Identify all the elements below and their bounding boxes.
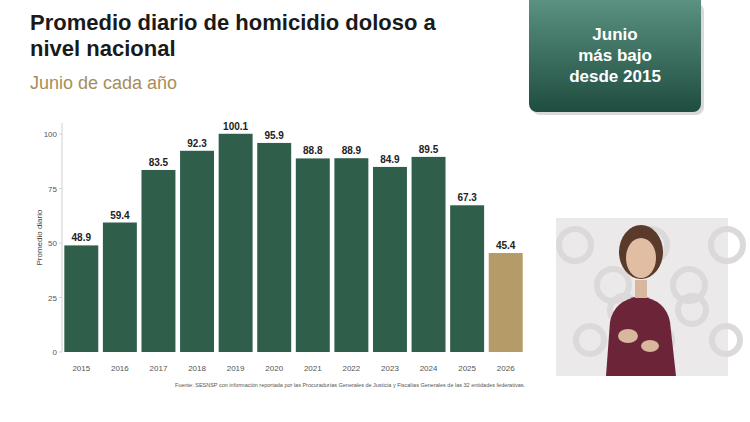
- y-tick: [59, 243, 62, 244]
- x-tick-label: 2019: [227, 364, 245, 373]
- bar: [373, 167, 407, 352]
- y-tick-label: 0: [53, 348, 58, 357]
- x-tick-label: 2018: [188, 364, 206, 373]
- interpreter-panel: [556, 218, 728, 376]
- interpreter-face: [626, 238, 656, 278]
- badge: [529, 0, 701, 112]
- panel-ornament: [712, 326, 740, 354]
- panel-ornament: [711, 229, 743, 261]
- bar: [141, 170, 175, 352]
- data-label: 84.9: [380, 154, 400, 165]
- x-tick-label: 2026: [497, 364, 515, 373]
- data-label: 45.4: [496, 240, 516, 251]
- y-axis-title: Promedio diario: [35, 209, 44, 266]
- y-tick-label: 25: [48, 294, 57, 303]
- data-label: 100.1: [223, 121, 248, 132]
- bar: [257, 143, 291, 352]
- bar: [64, 245, 98, 352]
- data-label: 92.3: [187, 138, 207, 149]
- x-tick-label: 2016: [111, 364, 129, 373]
- badge-text: Junio más bajo desde 2015: [569, 25, 661, 86]
- badge-line: desde 2015: [569, 67, 661, 86]
- interpreter-hand: [618, 329, 638, 343]
- source-note: Fuente: SESNSP con información reportada…: [175, 382, 525, 388]
- y-tick-label: 100: [44, 130, 58, 139]
- y-tick: [59, 134, 62, 135]
- panel-ornament: [559, 229, 591, 261]
- data-label: 83.5: [149, 157, 169, 168]
- bar: [489, 253, 523, 352]
- badge-line: más bajo: [578, 46, 652, 65]
- data-label: 67.3: [457, 192, 477, 203]
- subtitle: Junio de cada año: [30, 73, 177, 93]
- x-tick-label: 2024: [420, 364, 438, 373]
- interpreter-body: [606, 296, 676, 376]
- x-tick-label: 2025: [458, 364, 476, 373]
- bar: [334, 158, 368, 352]
- badge-line: Junio: [592, 25, 637, 44]
- x-tick-label: 2022: [342, 364, 360, 373]
- panel-ornament: [678, 296, 706, 324]
- bars: [64, 134, 522, 352]
- panel-ornament: [576, 326, 604, 354]
- y-tick: [59, 188, 62, 189]
- interpreter-neck: [635, 280, 647, 298]
- y-tick: [59, 352, 62, 353]
- bar: [412, 157, 446, 352]
- data-label: 59.4: [110, 210, 130, 221]
- interpreter-hair: [619, 225, 663, 279]
- y-axis-line: [62, 123, 63, 352]
- title: Promedio diario de homicidio doloso aniv…: [30, 10, 437, 61]
- x-tick-label: 2021: [304, 364, 322, 373]
- bar: [180, 151, 214, 352]
- data-label: 48.9: [72, 232, 92, 243]
- data-label: 88.9: [342, 145, 362, 156]
- bar: [296, 158, 330, 352]
- interpreter-hand: [641, 340, 659, 352]
- x-tick-label: 2015: [72, 364, 90, 373]
- x-tick-label: 2023: [381, 364, 399, 373]
- data-label: 89.5: [419, 144, 439, 155]
- bar: [103, 223, 137, 352]
- y-tick: [59, 297, 62, 298]
- bar: [450, 205, 484, 352]
- data-label: 88.8: [303, 145, 323, 156]
- x-tick-label: 2017: [150, 364, 168, 373]
- y-tick-label: 50: [48, 239, 57, 248]
- chart-canvas: Promedio diario de homicidio doloso aniv…: [0, 0, 750, 422]
- title-line: nivel nacional: [30, 36, 176, 61]
- data-label: 95.9: [264, 130, 284, 141]
- y-tick-label: 75: [48, 185, 57, 194]
- title-line: Promedio diario de homicidio doloso a: [30, 10, 437, 35]
- bar: [219, 134, 253, 352]
- x-tick-label: 2020: [265, 364, 283, 373]
